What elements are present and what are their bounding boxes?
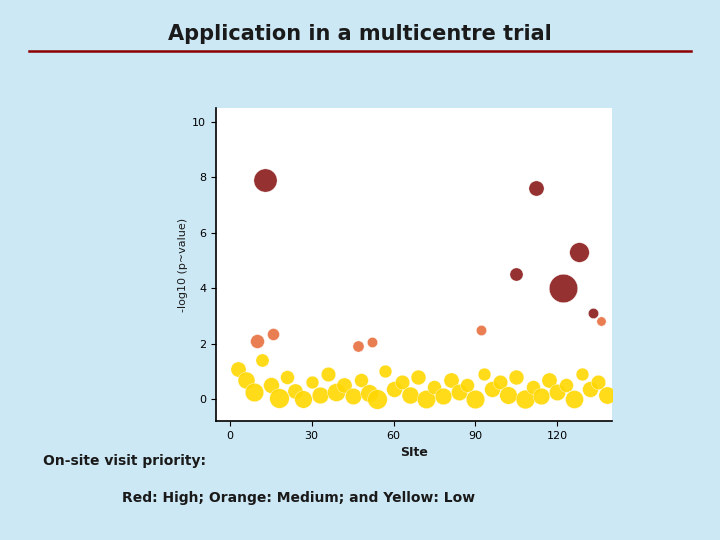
Point [314,390,325,399]
Point [593,378,604,387]
Point [347,392,359,401]
X-axis label: SIte: SIte [400,447,428,460]
Point [544,375,555,384]
Y-axis label: -log10 (p~value): -log10 (p~value) [178,218,188,312]
Point [330,388,342,396]
Point [527,382,539,391]
Point [573,248,585,256]
Point [282,373,293,381]
Point [404,390,415,399]
Point [388,385,400,394]
Point [379,367,391,376]
Point [420,395,432,403]
Point [557,284,569,293]
Point [510,373,522,381]
Point [568,395,580,403]
Point [494,378,505,387]
Point [268,329,279,338]
Point [535,392,546,401]
Point [576,370,588,379]
Point [454,388,465,396]
Point [486,385,498,394]
Text: On-site visit priority:: On-site visit priority: [43,454,206,468]
Point [478,370,490,379]
Point [323,370,334,379]
Point [469,395,481,403]
Point [595,317,607,326]
Point [240,375,252,384]
Point [552,388,563,396]
Point [265,381,276,389]
Point [519,395,531,403]
Point [306,378,318,387]
Point [251,336,263,345]
Point [428,382,440,391]
Point [289,387,301,395]
Point [585,385,596,394]
Point [248,388,260,396]
Point [256,356,268,364]
Text: Application in a multicentre trial: Application in a multicentre trial [168,24,552,44]
Point [273,393,284,402]
Point [587,309,598,318]
Point [352,342,364,350]
Point [475,326,487,334]
Point [232,364,243,373]
Point [372,395,383,403]
Point [396,378,408,387]
Point [338,381,350,389]
Point [366,338,377,347]
Point [503,390,514,399]
Point [445,375,456,384]
Point [413,373,424,381]
Point [462,381,473,389]
Point [600,390,612,399]
Point [355,375,366,384]
Point [530,184,541,193]
Point [363,389,374,398]
Point [510,270,522,279]
Point [560,381,572,389]
Point [259,176,271,184]
Text: Red: High; Orange: Medium; and Yellow: Low: Red: High; Orange: Medium; and Yellow: L… [122,491,475,505]
Point [437,392,449,401]
Point [297,395,309,403]
